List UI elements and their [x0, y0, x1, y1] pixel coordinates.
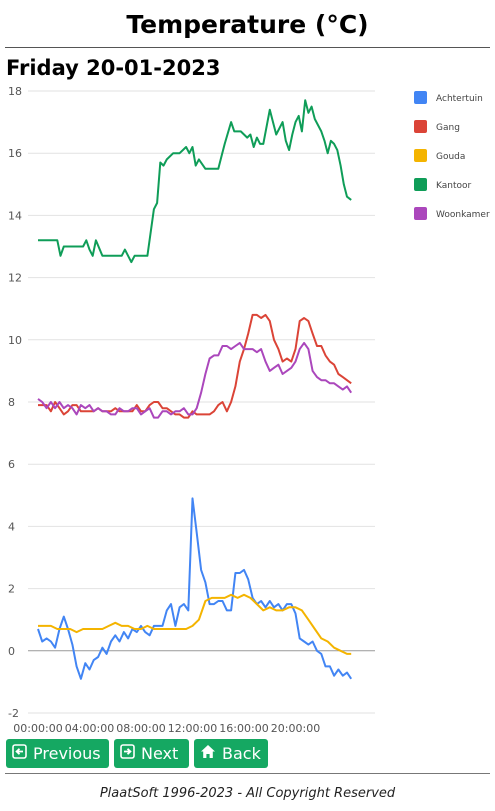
y-tick-label: 18 [8, 85, 22, 98]
y-tick-label: 10 [8, 334, 22, 347]
y-tick-label: 2 [8, 583, 15, 596]
page-title: Temperature (°C) [126, 10, 369, 39]
y-tick-label: 0 [8, 645, 15, 658]
footer-copyright: PlaatSoft 1996-2023 - All Copyright Rese… [99, 786, 396, 801]
legend-label: Woonkamer [436, 210, 490, 220]
temperature-chart: 18 16 14 12 10 8 6 4 2 0 -2 00:00:00 04:00:00 08:00:0… [8, 85, 490, 735]
legend-label: Achtertuin [436, 94, 483, 104]
arrow-right-box-icon [120, 744, 135, 763]
home-icon [200, 744, 216, 763]
back-button[interactable]: Back [194, 739, 268, 768]
x-tick-label: 16:00:00 [219, 722, 268, 735]
arrow-left-box-icon [12, 744, 27, 763]
series-line-achtertuin [37, 497, 353, 680]
legend-swatch [414, 178, 427, 191]
legend-swatch [414, 120, 427, 133]
series-line-gouda [38, 593, 352, 655]
previous-button[interactable]: Previous [6, 739, 109, 768]
date-heading: Friday 20-01-2023 [6, 56, 221, 80]
x-tick-label: 12:00:00 [168, 722, 217, 735]
y-tick-label: 4 [8, 520, 15, 533]
y-tick-label: 6 [8, 458, 15, 471]
back-label: Back [222, 744, 261, 763]
legend-swatch [414, 149, 427, 162]
legend-label: Kantoor [436, 181, 472, 191]
y-tick-label: 16 [8, 147, 22, 160]
x-tick-label: 20:00:00 [271, 722, 320, 735]
next-button[interactable]: Next [114, 739, 189, 768]
y-tick-label: -2 [8, 707, 19, 720]
x-tick-label: 04:00:00 [65, 722, 114, 735]
x-tick-label: 00:00:00 [13, 722, 62, 735]
y-tick-label: 8 [8, 396, 15, 409]
legend-label: Gouda [436, 152, 465, 162]
y-tick-label: 12 [8, 272, 22, 285]
footer-divider [5, 773, 490, 774]
series-line-woonkamer [37, 341, 353, 419]
y-tick-label: 14 [8, 209, 22, 222]
legend-label: Gang [436, 123, 460, 133]
x-tick-label: 08:00:00 [116, 722, 165, 735]
previous-label: Previous [33, 744, 101, 763]
series-line-kantoor [38, 99, 352, 264]
legend-swatch [414, 207, 427, 220]
legend-swatch [414, 91, 427, 104]
next-label: Next [141, 744, 179, 763]
header-divider [5, 47, 490, 48]
